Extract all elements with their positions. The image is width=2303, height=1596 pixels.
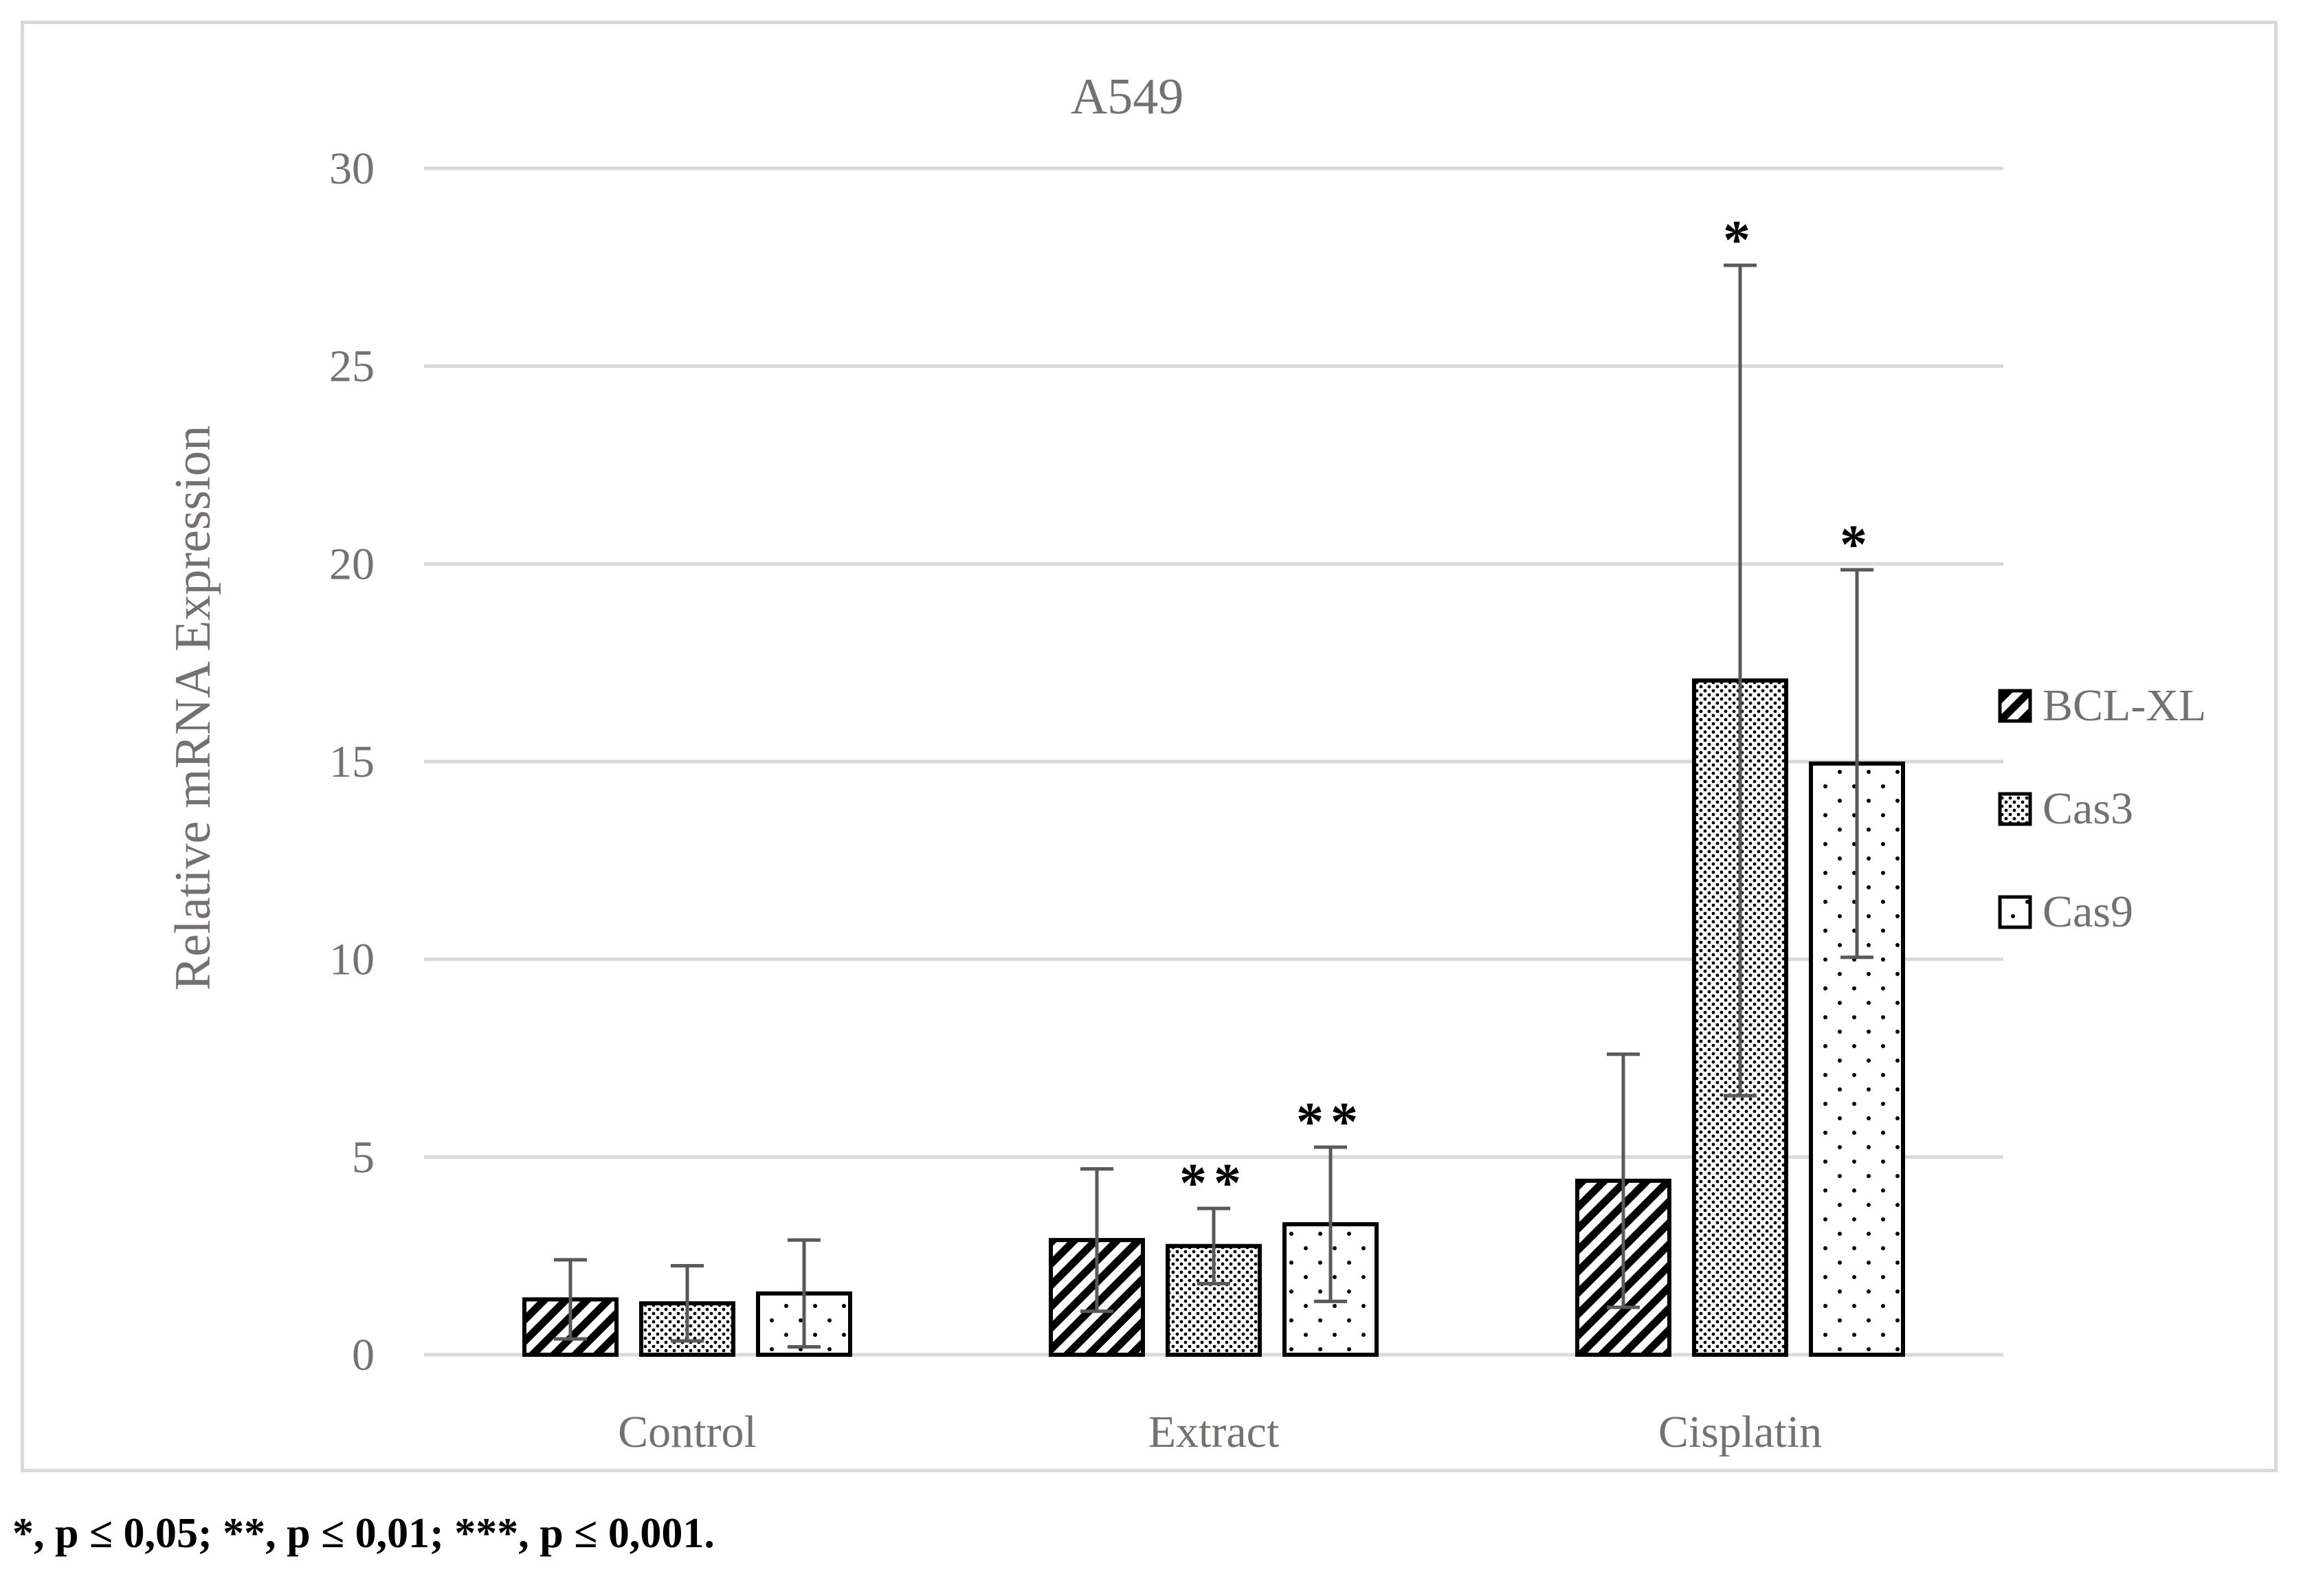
legend: BCL-XL Cas3 Cas9 (1998, 680, 2206, 937)
legend-swatch (1998, 689, 2032, 723)
y-axis-title: Relative mRNA Expression (165, 425, 221, 990)
error-bar (1724, 263, 1757, 1098)
error-bar (554, 1258, 587, 1341)
legend-swatch (1998, 895, 2032, 929)
y-tick-label: 15 (329, 737, 375, 787)
legend-swatch (1998, 792, 2032, 826)
legend-label: Cas9 (2043, 887, 2133, 937)
error-bars (554, 263, 1873, 1349)
error-bar (1080, 1167, 1113, 1314)
y-tick-label: 5 (352, 1132, 375, 1182)
significance-marker: ** (1296, 1092, 1365, 1153)
significance-marker: * (1840, 515, 1874, 575)
y-tick-label: 25 (329, 342, 375, 392)
labels: A549 Relative mRNA Expression 0 5 10 15 20 25… (165, 69, 1874, 1457)
y-tick-label: 30 (329, 144, 375, 194)
legend-item: Cas9 (1998, 887, 2133, 937)
legend-label: BCL-XL (2043, 680, 2206, 731)
error-bar (671, 1264, 704, 1343)
x-tick-label: Control (618, 1407, 757, 1457)
y-tick-label: 0 (352, 1330, 375, 1380)
chart-title: A549 (1071, 69, 1183, 125)
error-bar (1607, 1052, 1640, 1309)
significance-marker: ** (1179, 1153, 1248, 1214)
footnote: *, p ≤ 0,05; **, p ≤ 0,01; ***, p ≤ 0,00… (12, 1510, 715, 1557)
y-tick-label: 20 (329, 539, 375, 589)
chart-svg: A549 Relative mRNA Expression 0 5 10 15 20 25… (165, 69, 2206, 1457)
error-bar (1197, 1206, 1230, 1285)
legend-label: Cas3 (2043, 784, 2133, 834)
error-bar (1314, 1145, 1347, 1303)
error-bar (1840, 568, 1873, 960)
x-tick-label: Cisplatin (1658, 1407, 1822, 1457)
y-tick-label: 10 (329, 935, 375, 985)
x-tick-label: Extract (1148, 1407, 1280, 1457)
error-bar (788, 1238, 821, 1349)
legend-item: BCL-XL (1998, 680, 2206, 731)
legend-item: Cas3 (1998, 784, 2133, 834)
significance-marker: * (1723, 210, 1757, 271)
